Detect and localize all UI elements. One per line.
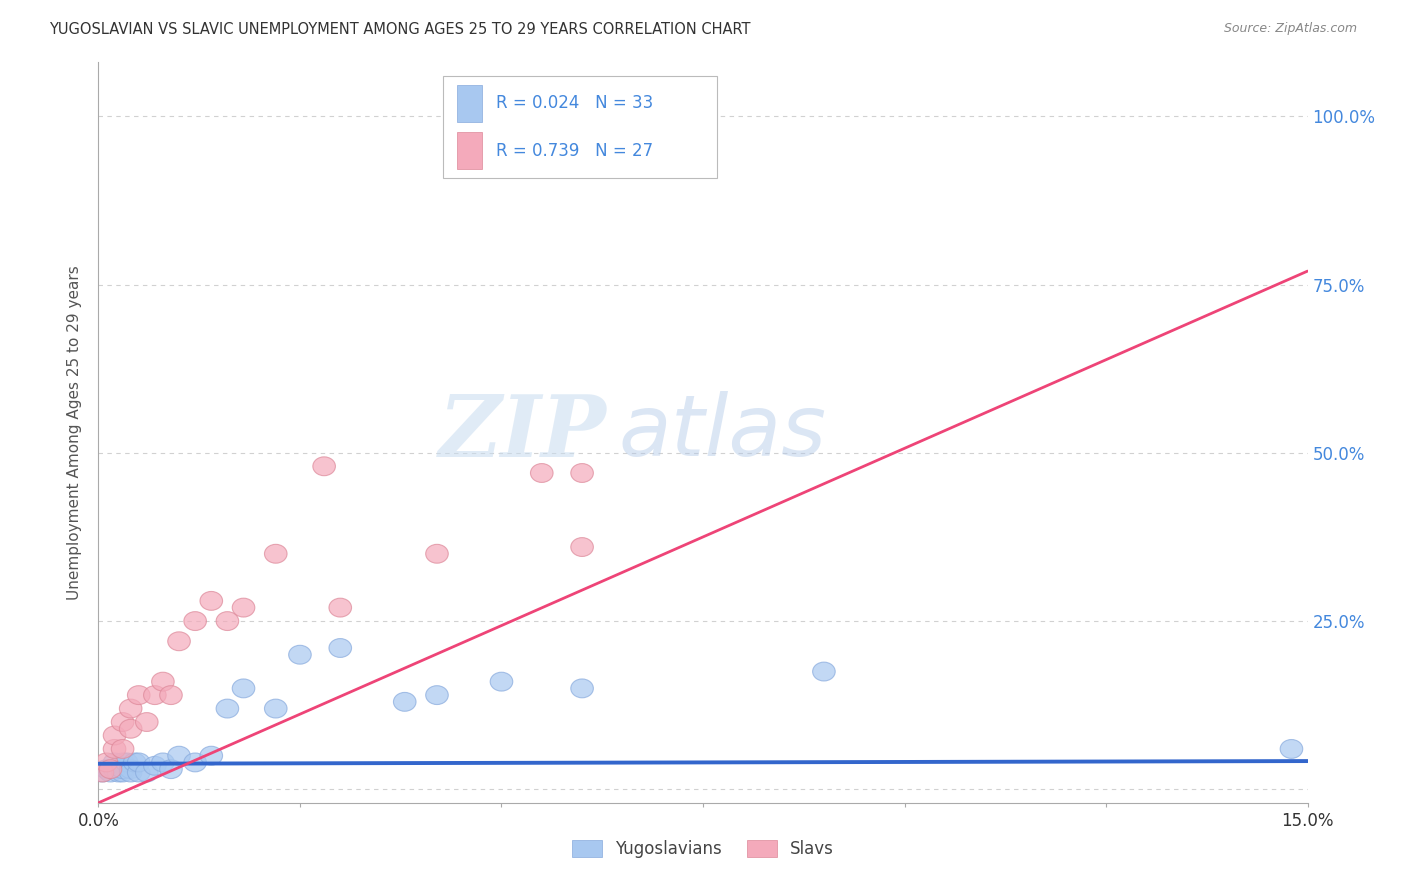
Ellipse shape bbox=[91, 763, 114, 782]
Ellipse shape bbox=[329, 599, 352, 617]
Ellipse shape bbox=[135, 713, 157, 731]
Text: ZIP: ZIP bbox=[439, 391, 606, 475]
Ellipse shape bbox=[143, 686, 166, 705]
Ellipse shape bbox=[329, 639, 352, 657]
Ellipse shape bbox=[217, 612, 239, 631]
Ellipse shape bbox=[128, 753, 150, 772]
Ellipse shape bbox=[111, 753, 134, 772]
Ellipse shape bbox=[91, 763, 114, 782]
Ellipse shape bbox=[152, 753, 174, 772]
Ellipse shape bbox=[426, 544, 449, 563]
Ellipse shape bbox=[120, 760, 142, 779]
Ellipse shape bbox=[167, 747, 190, 765]
Ellipse shape bbox=[571, 464, 593, 483]
Text: atlas: atlas bbox=[619, 391, 827, 475]
Ellipse shape bbox=[111, 760, 134, 779]
Ellipse shape bbox=[264, 699, 287, 718]
Ellipse shape bbox=[314, 457, 336, 475]
Ellipse shape bbox=[217, 699, 239, 718]
Ellipse shape bbox=[184, 612, 207, 631]
Ellipse shape bbox=[103, 739, 125, 758]
Text: Source: ZipAtlas.com: Source: ZipAtlas.com bbox=[1223, 22, 1357, 36]
Ellipse shape bbox=[232, 599, 254, 617]
Ellipse shape bbox=[232, 679, 254, 698]
Ellipse shape bbox=[491, 673, 513, 691]
Ellipse shape bbox=[120, 699, 142, 718]
Ellipse shape bbox=[103, 760, 125, 779]
Ellipse shape bbox=[160, 760, 183, 779]
Ellipse shape bbox=[96, 760, 118, 779]
Ellipse shape bbox=[160, 686, 183, 705]
Text: YUGOSLAVIAN VS SLAVIC UNEMPLOYMENT AMONG AGES 25 TO 29 YEARS CORRELATION CHART: YUGOSLAVIAN VS SLAVIC UNEMPLOYMENT AMONG… bbox=[49, 22, 751, 37]
Ellipse shape bbox=[100, 763, 122, 782]
Ellipse shape bbox=[100, 760, 122, 779]
Ellipse shape bbox=[124, 753, 146, 772]
Ellipse shape bbox=[184, 753, 207, 772]
Ellipse shape bbox=[264, 544, 287, 563]
Ellipse shape bbox=[115, 753, 138, 772]
Ellipse shape bbox=[96, 753, 118, 772]
Ellipse shape bbox=[571, 679, 593, 698]
Ellipse shape bbox=[128, 686, 150, 705]
Ellipse shape bbox=[111, 713, 134, 731]
Ellipse shape bbox=[167, 632, 190, 650]
Y-axis label: Unemployment Among Ages 25 to 29 years: Unemployment Among Ages 25 to 29 years bbox=[67, 265, 83, 600]
Ellipse shape bbox=[143, 756, 166, 775]
Ellipse shape bbox=[612, 107, 634, 126]
Ellipse shape bbox=[103, 726, 125, 745]
Ellipse shape bbox=[530, 464, 553, 483]
Ellipse shape bbox=[120, 763, 142, 782]
Ellipse shape bbox=[571, 538, 593, 557]
Ellipse shape bbox=[111, 739, 134, 758]
Ellipse shape bbox=[120, 719, 142, 739]
Ellipse shape bbox=[813, 662, 835, 681]
Text: R = 0.024   N = 33: R = 0.024 N = 33 bbox=[496, 95, 654, 112]
Ellipse shape bbox=[128, 763, 150, 782]
Ellipse shape bbox=[111, 763, 134, 782]
Legend: Yugoslavians, Slavs: Yugoslavians, Slavs bbox=[565, 833, 841, 865]
Ellipse shape bbox=[135, 763, 157, 782]
Ellipse shape bbox=[107, 763, 129, 782]
Ellipse shape bbox=[394, 692, 416, 711]
Ellipse shape bbox=[288, 645, 311, 665]
Ellipse shape bbox=[200, 591, 222, 610]
Ellipse shape bbox=[1281, 739, 1303, 758]
Ellipse shape bbox=[103, 753, 125, 772]
Ellipse shape bbox=[426, 686, 449, 705]
Text: R = 0.739   N = 27: R = 0.739 N = 27 bbox=[496, 142, 654, 160]
Ellipse shape bbox=[152, 673, 174, 691]
Ellipse shape bbox=[200, 747, 222, 765]
